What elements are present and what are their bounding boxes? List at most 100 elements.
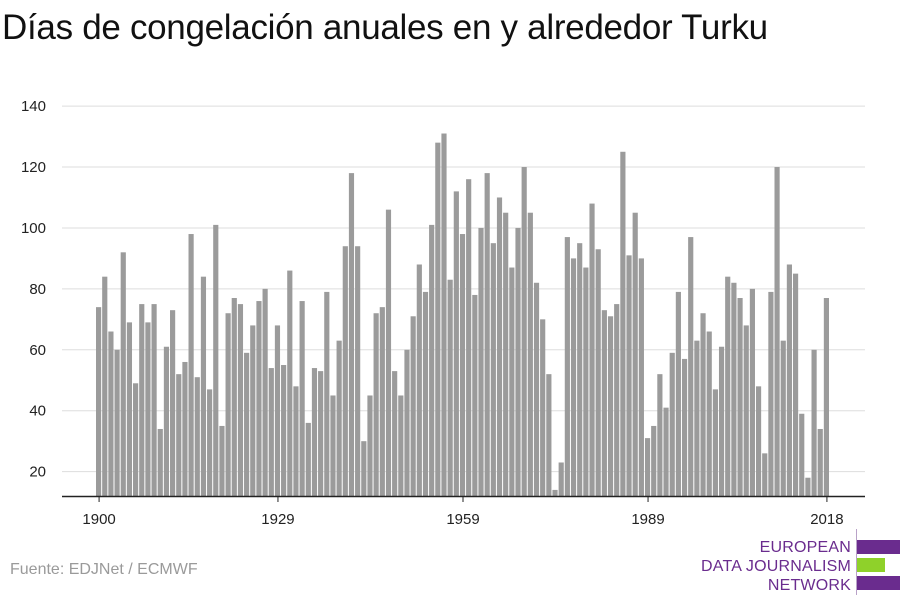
y-tick-label: 60 (29, 342, 46, 359)
bars (96, 133, 829, 497)
x-tick-label: 1959 (446, 511, 479, 528)
bar-2015 (805, 477, 811, 496)
bar-1943 (361, 441, 367, 496)
bar-1909 (151, 304, 157, 496)
y-tick-label: 100 (21, 220, 46, 237)
bar-1980 (589, 203, 595, 496)
bar-1955 (435, 142, 441, 496)
bar-1950 (404, 349, 410, 496)
bar-1960 (466, 179, 472, 496)
bar-1935 (311, 368, 318, 496)
bar-2016 (811, 349, 817, 496)
bar-1979 (583, 267, 589, 496)
bar-1958 (453, 191, 459, 496)
bar-1934 (305, 422, 311, 496)
bar-2010 (774, 167, 780, 496)
bar-1911 (163, 346, 170, 496)
bar-1917 (200, 276, 207, 496)
bar-1942 (355, 246, 361, 496)
bar-1923 (237, 304, 244, 496)
x-tick-label: 2018 (810, 511, 843, 528)
bar-2014 (799, 413, 805, 496)
bar-1983 (607, 316, 614, 496)
bar-1948 (392, 371, 398, 496)
logo-divider (856, 529, 857, 595)
bar-1933 (299, 301, 305, 496)
bar-1931 (287, 270, 293, 496)
y-tick-label: 80 (29, 281, 46, 298)
bar-1925 (250, 325, 256, 496)
bar-2018 (823, 298, 829, 496)
bar-1971 (533, 282, 540, 496)
bar-2006 (749, 288, 755, 496)
bar-1908 (145, 322, 151, 496)
bar-1991 (657, 374, 663, 496)
x-tick-label: 1989 (631, 511, 664, 528)
bar-2001 (718, 346, 725, 496)
bar-1905 (126, 322, 133, 496)
y-tick-label: 140 (21, 98, 46, 115)
y-tick-label: 40 (29, 403, 46, 420)
bar-1964 (490, 243, 496, 496)
source-note: Fuente: EDJNet / ECMWF (10, 561, 198, 578)
bar-1957 (447, 279, 453, 496)
bar-1989 (644, 438, 651, 496)
bar-1930 (281, 365, 287, 496)
bar-1988 (638, 258, 644, 496)
chart-title: Días de congelación anuales en y alreded… (2, 8, 768, 47)
bar-2007 (755, 386, 762, 496)
bar-1941 (348, 173, 355, 497)
bar-1927 (262, 288, 268, 496)
bar-1913 (176, 374, 182, 496)
logo-bar-purple-bottom (857, 576, 900, 590)
bar-1947 (385, 209, 392, 496)
y-axis-ticks: 20 40 60 80 100 120 140 (21, 98, 46, 481)
bar-1998 (700, 313, 706, 496)
bar-1981 (595, 249, 601, 496)
bar-1929 (274, 325, 281, 496)
bar-1918 (207, 389, 213, 496)
bar-1966 (503, 212, 509, 496)
bar-1969 (521, 167, 527, 496)
bar-1999 (706, 331, 712, 496)
bar-1926 (256, 301, 262, 496)
x-tick-label: 1929 (261, 511, 294, 528)
bar-2013 (792, 273, 799, 496)
bar-1919 (213, 224, 219, 496)
bar-1987 (632, 212, 638, 496)
bar-1984 (614, 304, 620, 496)
bar-1912 (170, 310, 176, 496)
bar-1995 (681, 358, 688, 496)
bar-1992 (663, 407, 669, 496)
bar-1962 (478, 227, 484, 496)
bar-1938 (330, 395, 336, 496)
bar-1997 (694, 340, 700, 496)
bar-1976 (564, 237, 570, 496)
y-tick-label: 20 (29, 464, 46, 481)
bar-1924 (244, 352, 250, 496)
bar-2003 (731, 282, 737, 496)
bar-1945 (373, 313, 379, 496)
bar-1903 (114, 349, 120, 496)
bar-1920 (219, 425, 225, 496)
bar-1904 (120, 252, 126, 496)
bar-1968 (515, 227, 521, 496)
bar-1902 (108, 331, 114, 496)
bar-1967 (509, 267, 515, 496)
bar-1954 (429, 224, 435, 496)
bar-1922 (231, 298, 237, 496)
bar-1949 (398, 395, 404, 496)
bar-1982 (601, 310, 607, 496)
bar-2011 (780, 340, 786, 496)
bar-1959 (459, 234, 466, 496)
bar-1900 (96, 307, 102, 496)
bar-2002 (725, 276, 731, 496)
bar-1907 (139, 304, 145, 496)
bar-1990 (651, 425, 657, 496)
bar-1994 (675, 291, 681, 496)
bar-1937 (324, 291, 330, 496)
bar-1914 (182, 361, 188, 496)
x-tick-label: 1900 (82, 511, 115, 528)
bar-1973 (546, 374, 552, 496)
bar-1978 (577, 243, 583, 496)
